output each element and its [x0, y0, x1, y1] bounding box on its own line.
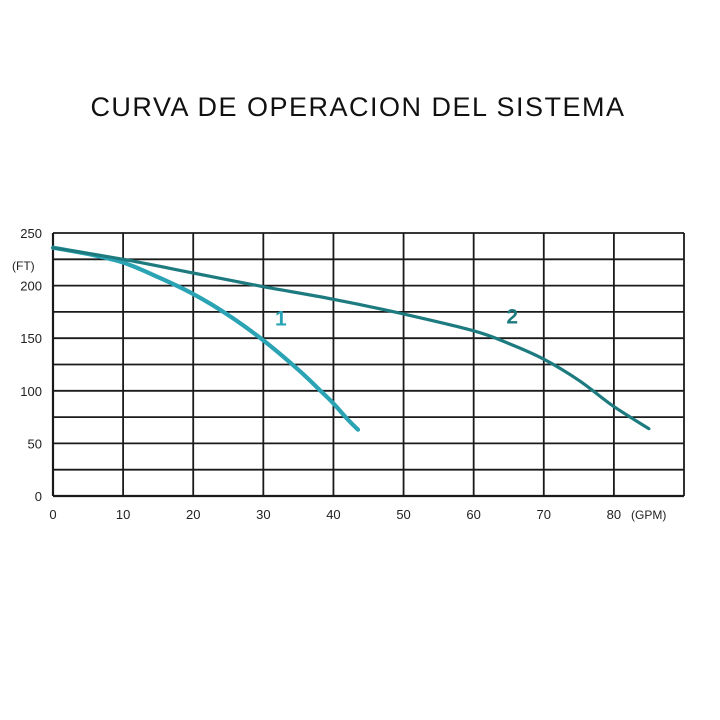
y-tick-label: 0	[35, 489, 42, 504]
y-tick-label: 200	[20, 279, 42, 294]
x-tick-label: 60	[466, 507, 480, 522]
series-line-2	[51, 246, 651, 431]
x-tick-label: 0	[49, 507, 56, 522]
x-tick-label: 20	[186, 507, 200, 522]
curves	[50, 245, 651, 432]
x-tick-label: 10	[116, 507, 130, 522]
tick-labels: 0 10 20 30 40 50 60 70 80 0 50 100 150 200 250	[20, 226, 621, 522]
x-tick-label: 50	[396, 507, 410, 522]
chart-title: CURVA DE OPERACION DEL SISTEMA	[90, 92, 626, 122]
x-tick-label: 70	[537, 507, 551, 522]
y-tick-label: 100	[20, 384, 42, 399]
x-tick-label: 80	[607, 507, 621, 522]
y-tick-label: 150	[20, 331, 42, 346]
series-line-1	[50, 245, 361, 432]
x-tick-label: 30	[256, 507, 270, 522]
x-tick-label: 40	[326, 507, 340, 522]
y-tick-label: 250	[20, 226, 42, 241]
curve-label-2: 2	[506, 305, 518, 328]
grid	[51, 232, 685, 498]
curve-label-1: 1	[275, 308, 287, 331]
y-tick-label: 50	[28, 436, 42, 451]
y-axis-unit: (FT)	[12, 259, 35, 273]
x-axis-unit: (GPM)	[631, 508, 666, 522]
